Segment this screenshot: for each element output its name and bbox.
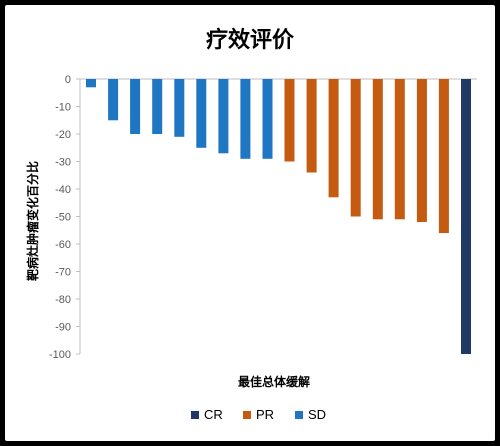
bar-sd: [240, 79, 251, 159]
legend-swatch-cr: [191, 411, 199, 419]
bars: [86, 79, 471, 354]
y-tick-label: -80: [55, 294, 71, 306]
y-tick-label: -40: [55, 184, 71, 196]
legend-label-sd: SD: [308, 407, 326, 422]
bar-pr: [328, 79, 339, 198]
bar-sd: [174, 79, 185, 137]
legend-label-pr: PR: [256, 407, 274, 422]
x-axis-label: 最佳总体缓解: [238, 374, 310, 389]
y-tick-label: -50: [55, 212, 71, 224]
axes: 0 -10 -20 -30 -40 -50 -60 -70 -80 -90 -100: [49, 74, 477, 361]
bar-pr: [350, 79, 361, 217]
bar-sd: [86, 79, 96, 88]
y-tick-label: -60: [55, 239, 71, 251]
y-tick-label: -30: [55, 157, 71, 169]
legend-swatch-pr: [243, 411, 251, 419]
bar-pr: [438, 79, 449, 233]
bar-pr: [372, 79, 383, 220]
bar-cr: [461, 79, 471, 354]
bar-pr: [416, 79, 427, 222]
legend: CR PR SD: [191, 407, 326, 422]
y-tick-label: -70: [55, 267, 71, 279]
bar-pr: [306, 79, 317, 173]
legend-swatch-sd: [295, 411, 303, 419]
y-axis-label: 靶病灶肿瘤变化百分比: [25, 161, 40, 281]
bar-pr: [284, 79, 295, 162]
bar-sd: [108, 79, 119, 121]
y-tick-label: -100: [49, 349, 71, 361]
bar-sd: [196, 79, 207, 148]
bar-sd: [130, 79, 141, 134]
legend-label-cr: CR: [204, 407, 223, 422]
bar-sd: [152, 79, 163, 134]
y-tick-label: -90: [55, 322, 71, 334]
bar-sd: [218, 79, 229, 154]
bar-pr: [394, 79, 405, 220]
chart: 疗效评价 靶病灶肿瘤变化百分比 最佳总体缓解 0 -10 -20 -30 -40 -50 -…: [25, 27, 477, 422]
chart-card: 疗效评价 靶病灶肿瘤变化百分比 最佳总体缓解 0 -10 -20 -30 -40 -50 -…: [5, 5, 495, 441]
y-tick-label: -20: [55, 129, 71, 141]
chart-title: 疗效评价: [206, 27, 295, 53]
y-tick-label: 0: [65, 74, 71, 86]
y-tick-label: -10: [55, 102, 71, 114]
bar-sd: [262, 79, 273, 159]
